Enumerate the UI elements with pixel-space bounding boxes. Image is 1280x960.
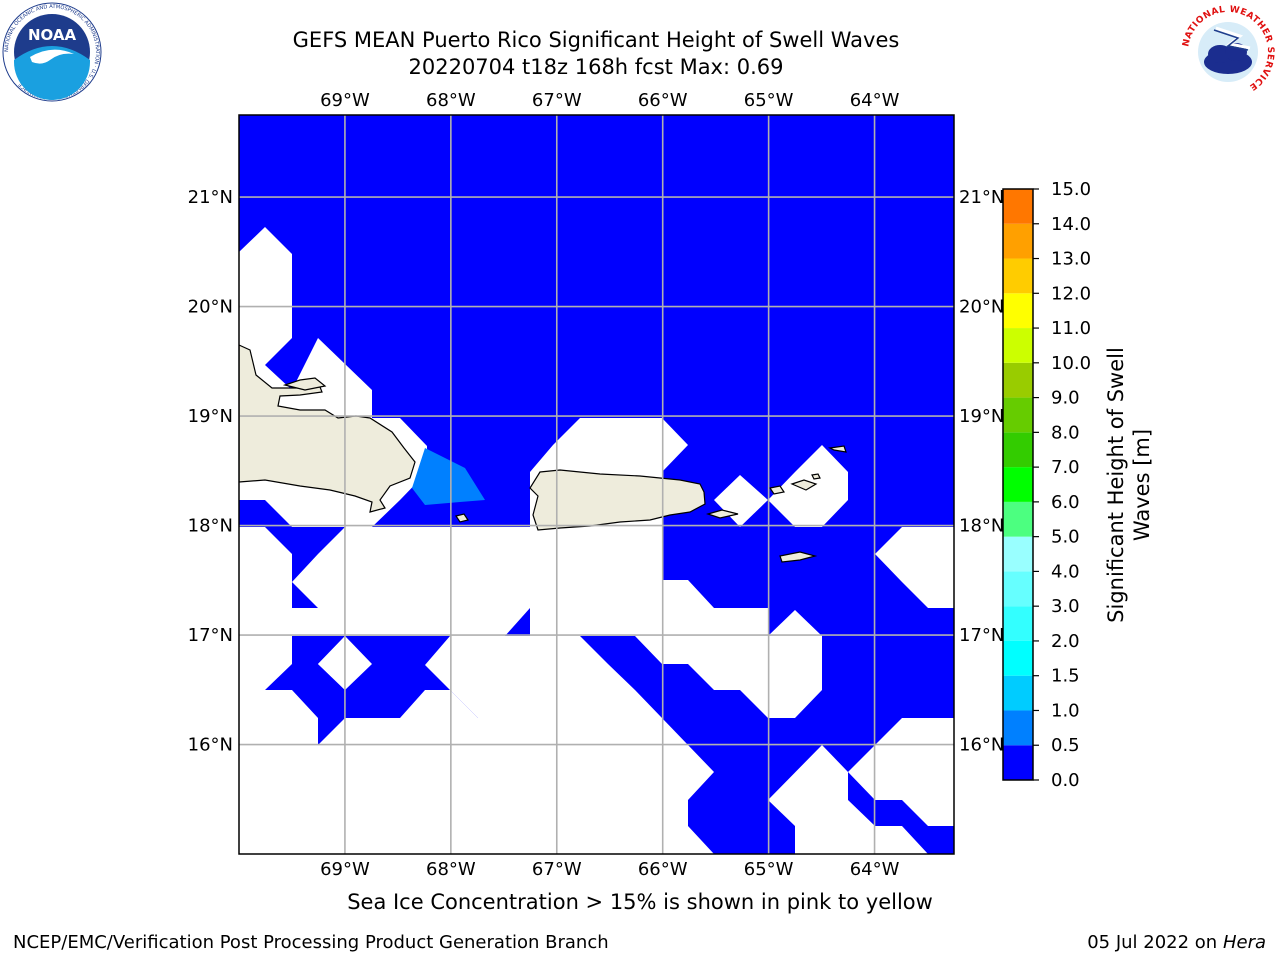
colorbar-tick-label: 10.0 [1051, 353, 1091, 374]
colorbar: 0.0 0.5 1.0 1.5 2.0 3.0 4.0 5.0 6.0 7.0 8.0 9.0 10.0… [1002, 179, 1091, 791]
noaa-logo-text: NOAA [28, 26, 77, 44]
colorbar-frame [1002, 188, 1034, 781]
lat-label-right: 19°N [959, 406, 1004, 427]
colorbar-segment [1003, 223, 1033, 259]
colorbar-tick-label: 0.5 [1051, 735, 1080, 756]
colorbar-tick-label: 14.0 [1051, 214, 1091, 235]
lon-label-top: 69°W [320, 90, 370, 111]
lon-label-bottom: 67°W [532, 859, 582, 880]
colorbar-segment [1003, 189, 1033, 224]
lat-label-right: 20°N [959, 297, 1004, 318]
colorbar-segment [1003, 362, 1033, 398]
colorbar-segment [1003, 710, 1033, 746]
lon-label-top: 68°W [426, 90, 476, 111]
colorbar-label-line2: Waves [m] [1130, 429, 1154, 541]
lon-label-top: 67°W [532, 90, 582, 111]
noaa-logo: NATIONAL OCEANIC AND ATMOSPHERIC ADMINIS… [2, 2, 102, 102]
colorbar-tick-label: 1.0 [1051, 700, 1080, 721]
colorbar-label-line1: Significant Height of Swell [1104, 347, 1128, 623]
colorbar-tick-label: 7.0 [1051, 457, 1080, 478]
lon-label-top: 65°W [744, 90, 794, 111]
colorbar-tick-label: 9.0 [1051, 388, 1080, 409]
lat-label-left: 18°N [188, 516, 233, 537]
lat-label-left: 17°N [188, 625, 233, 646]
footer-credit: NCEP/EMC/Verification Post Processing Pr… [13, 932, 609, 953]
landmass [239, 344, 847, 563]
colorbar-tick-label: 1.5 [1051, 666, 1080, 687]
colorbar-tick-label: 5.0 [1051, 527, 1080, 548]
lon-label-bottom: 65°W [744, 859, 794, 880]
colorbar-segment [1003, 640, 1033, 676]
nws-logo: NATIONAL WEATHER SERVICE [1180, 4, 1276, 100]
colorbar-segment [1003, 745, 1033, 780]
gridlines [239, 115, 954, 854]
map-frame [238, 114, 955, 855]
lat-label-right: 17°N [959, 625, 1004, 646]
lat-label-right: 16°N [959, 735, 1004, 756]
colorbar-segment [1003, 328, 1033, 363]
lat-label-left: 16°N [188, 735, 233, 756]
footer-date-text: 05 Jul 2022 on [1087, 932, 1218, 953]
footer-date: 05 Jul 2022 on Hera [1087, 932, 1266, 953]
colorbar-tick-label: 12.0 [1051, 283, 1091, 304]
lat-label-left: 19°N [188, 406, 233, 427]
lat-label-left: 21°N [188, 187, 233, 208]
colorbar-tick-label: 3.0 [1051, 596, 1080, 617]
sea-ice-note: Sea Ice Concentration > 15% is shown in … [347, 890, 933, 914]
lon-label-bottom: 68°W [426, 859, 476, 880]
chart-subtitle: 20220704 t18z 168h fcst Max: 0.69 [408, 55, 784, 79]
lat-label-left: 20°N [188, 297, 233, 318]
colorbar-tick-label: 6.0 [1051, 492, 1080, 513]
lat-label-right: 21°N [959, 187, 1004, 208]
colorbar-segment [1003, 536, 1033, 572]
colorbar-tick-label: 0.0 [1051, 770, 1080, 791]
colorbar-segment [1003, 501, 1033, 537]
colorbar-segment [1003, 258, 1033, 294]
colorbar-segment [1003, 467, 1033, 502]
lon-label-top: 66°W [638, 90, 688, 111]
colorbar-segment [1003, 397, 1033, 433]
colorbar-tick-label: 4.0 [1051, 561, 1080, 582]
lat-label-right: 18°N [959, 516, 1004, 537]
colorbar-tick-label: 13.0 [1051, 249, 1091, 270]
colorbar-segment [1003, 293, 1033, 329]
colorbar-segment [1003, 432, 1033, 468]
colorbar-tick-label: 11.0 [1051, 318, 1091, 339]
colorbar-tick-label: 15.0 [1051, 179, 1091, 200]
lon-label-bottom: 69°W [320, 859, 370, 880]
lon-label-bottom: 64°W [850, 859, 900, 880]
lon-label-top: 64°W [850, 90, 900, 111]
colorbar-segment [1003, 675, 1033, 711]
colorbar-tick-label: 8.0 [1051, 422, 1080, 443]
footer-host: Hera [1222, 932, 1266, 953]
lon-label-bottom: 66°W [638, 859, 688, 880]
colorbar-segment [1003, 606, 1033, 641]
chart-title: GEFS MEAN Puerto Rico Significant Height… [292, 28, 900, 52]
colorbar-segment [1003, 571, 1033, 607]
colorbar-tick-label: 2.0 [1051, 631, 1080, 652]
swell-patch-05m [412, 448, 485, 505]
